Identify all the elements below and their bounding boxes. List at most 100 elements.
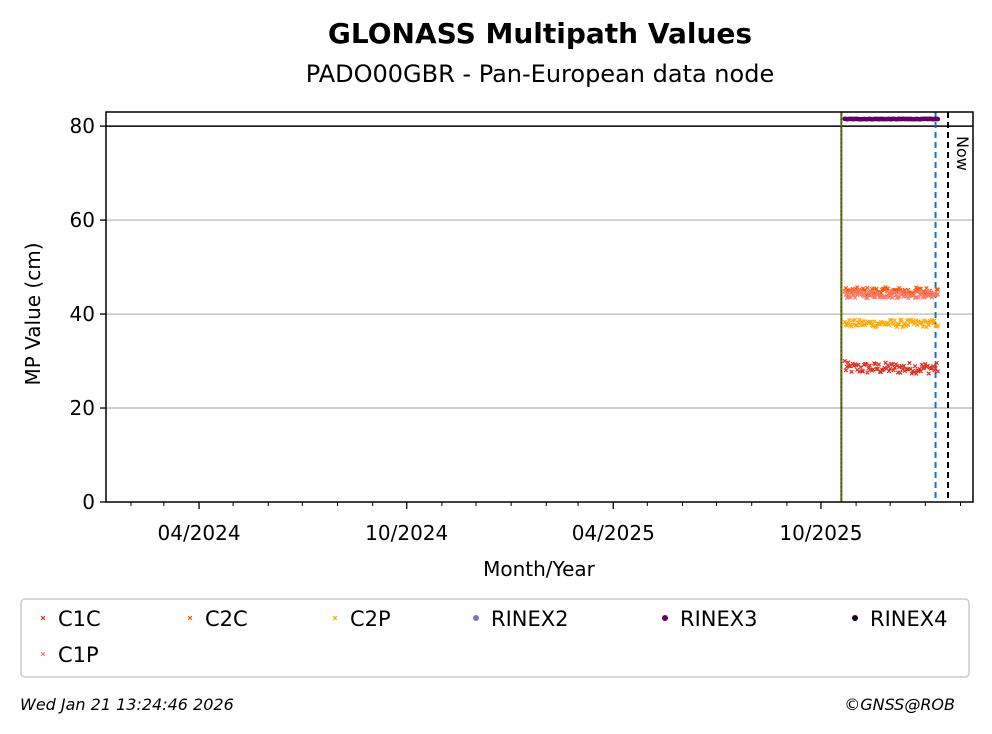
chart-title: GLONASS Multipath Values xyxy=(328,17,752,50)
y-tick-label: 80 xyxy=(70,114,95,138)
data-point xyxy=(891,321,896,327)
x-tick-label: 10/2025 xyxy=(779,521,862,545)
data-point xyxy=(849,288,854,293)
data-point xyxy=(851,292,857,297)
series-c1c xyxy=(842,358,941,376)
legend-frame xyxy=(20,598,970,678)
data-point xyxy=(927,288,933,294)
data-point xyxy=(904,290,910,295)
data-point xyxy=(874,366,879,372)
data-point xyxy=(872,319,877,324)
legend: C1C C2C C2P RINEX2 RINEX3 RINEX4 C1P xyxy=(20,598,970,678)
legend-item-c1p: C1P xyxy=(40,643,99,667)
data-point xyxy=(865,370,870,375)
data-point xyxy=(925,320,930,325)
legend-item-c2p: C2P xyxy=(332,607,391,631)
data-point xyxy=(917,366,922,372)
data-point xyxy=(935,116,941,122)
data-point xyxy=(914,285,919,290)
data-point xyxy=(867,319,872,325)
data-point xyxy=(906,322,911,328)
data-point xyxy=(860,369,866,374)
legend-marker xyxy=(852,615,858,621)
x-tick-label: 10/2024 xyxy=(365,521,448,545)
data-point xyxy=(845,360,851,365)
data-point xyxy=(886,295,892,300)
data-point xyxy=(935,323,941,328)
chart-subtitle: PADO00GBR - Pan-European data node xyxy=(306,60,774,88)
data-point xyxy=(855,323,860,328)
x-axis-label: Month/Year xyxy=(483,557,596,581)
legend-marker xyxy=(187,615,193,621)
legend-marker xyxy=(473,615,479,621)
x-tick-label: 04/2024 xyxy=(158,521,241,545)
legend-item-rinex3: RINEX3 xyxy=(662,607,758,631)
data-point xyxy=(847,318,852,323)
data-point xyxy=(883,285,888,290)
data-point xyxy=(843,285,849,291)
data-point xyxy=(931,293,936,298)
data-point xyxy=(935,369,941,374)
data-point xyxy=(851,322,857,327)
data-point xyxy=(934,360,939,366)
data-point xyxy=(855,285,860,290)
data-point xyxy=(842,358,847,364)
data-point xyxy=(873,361,878,367)
data-point xyxy=(920,324,926,329)
footer-timestamp: Wed Jan 21 13:24:46 2026 xyxy=(20,695,234,714)
data-point xyxy=(867,363,872,368)
y-tick-label: 40 xyxy=(70,302,95,326)
data-point xyxy=(926,322,931,328)
data-point xyxy=(907,360,912,366)
data-point xyxy=(912,295,918,300)
legend-marker xyxy=(40,615,46,621)
data-point xyxy=(935,292,941,297)
legend-item-rinex4: RINEX4 xyxy=(852,607,948,631)
series-c2p xyxy=(842,317,941,330)
data-point xyxy=(899,317,904,323)
series-c1p xyxy=(842,288,941,301)
data-point xyxy=(864,295,869,300)
data-point xyxy=(889,317,894,323)
data-point xyxy=(861,294,867,299)
data-point xyxy=(916,295,921,300)
data-point xyxy=(890,362,895,367)
data-point xyxy=(887,366,893,372)
legend-label: C2C xyxy=(205,607,248,631)
data-point xyxy=(842,289,847,294)
data-point xyxy=(859,290,865,295)
data-point xyxy=(923,294,928,299)
data-point xyxy=(885,286,891,291)
data-point xyxy=(904,366,910,372)
data-point xyxy=(890,295,895,300)
legend-label: RINEX4 xyxy=(870,607,948,631)
data-point xyxy=(862,290,868,295)
data-point xyxy=(932,368,937,373)
data-point xyxy=(887,292,893,297)
y-axis-label: MP Value (cm) xyxy=(21,242,45,385)
data-point xyxy=(858,364,863,370)
data-point xyxy=(864,361,869,367)
data-point xyxy=(865,285,870,291)
data-point xyxy=(894,363,900,369)
data-point xyxy=(901,363,907,369)
data-point xyxy=(891,368,896,373)
data-point xyxy=(876,362,882,367)
data-point xyxy=(935,287,941,292)
data-point xyxy=(895,321,901,327)
data-point xyxy=(897,321,902,327)
data-point xyxy=(926,371,931,376)
data-point xyxy=(845,321,851,326)
data-point xyxy=(869,290,875,296)
legend-marker xyxy=(40,651,46,657)
y-tick-label: 60 xyxy=(70,208,95,232)
data-point xyxy=(919,289,925,295)
data-point xyxy=(886,368,892,374)
data-point xyxy=(856,291,861,296)
data-point xyxy=(885,363,891,368)
data-point xyxy=(859,368,865,374)
data-point xyxy=(897,364,902,370)
data-point xyxy=(868,319,874,325)
legend-item-c1c: C1C xyxy=(40,607,101,631)
